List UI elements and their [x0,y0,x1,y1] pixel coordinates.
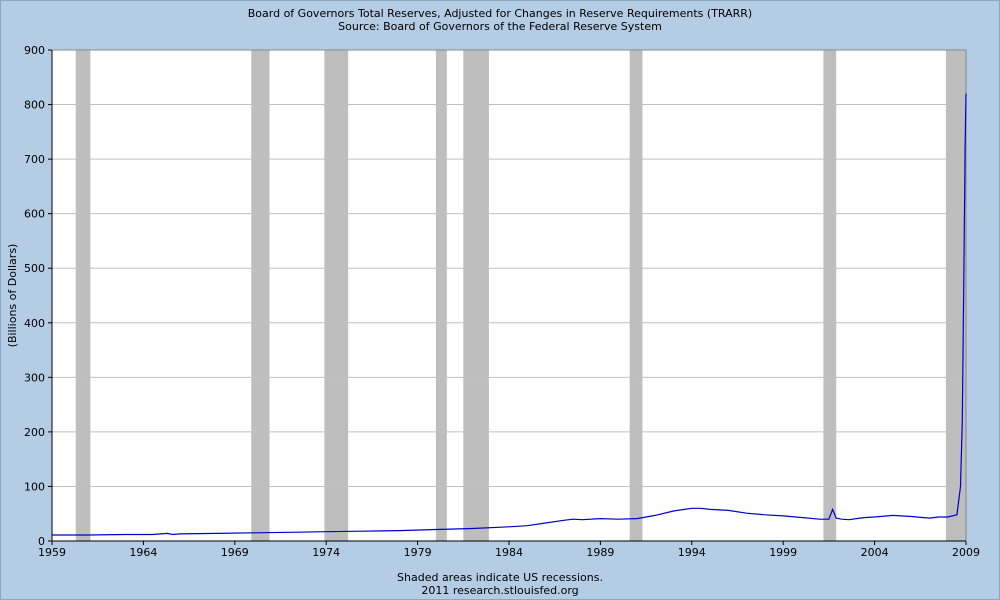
x-tick-label: 1984 [495,546,523,559]
y-tick-label: 200 [24,426,45,439]
y-tick-label: 600 [24,208,45,221]
chart-source: Source: Board of Governors of the Federa… [338,20,662,33]
y-tick-label: 100 [24,480,45,493]
recession-band [75,50,91,541]
x-tick-label: 2009 [952,546,980,559]
x-tick-label: 1994 [678,546,706,559]
credit-line: 2011 research.stlouisfed.org [421,584,579,597]
chart-title: Board of Governors Total Reserves, Adjus… [247,7,753,20]
recession-note: Shaded areas indicate US recessions. [397,571,603,584]
x-tick-label: 1964 [129,546,157,559]
x-tick-label: 1969 [221,546,249,559]
plot-area [52,50,966,541]
x-tick-label: 1979 [404,546,432,559]
y-tick-label: 400 [24,317,45,330]
y-tick-label: 900 [24,44,45,57]
y-axis-label: (Billions of Dollars) [6,244,19,348]
recession-band [629,50,643,541]
x-tick-label: 1959 [38,546,66,559]
y-tick-label: 800 [24,99,45,112]
y-tick-label: 300 [24,371,45,384]
recession-band [251,50,270,541]
x-tick-label: 2004 [861,546,889,559]
x-tick-label: 1999 [769,546,797,559]
recession-band [435,50,447,541]
recession-band [823,50,837,541]
x-tick-label: 1989 [586,546,614,559]
recession-band [463,50,489,541]
x-tick-label: 1974 [312,546,340,559]
y-tick-label: 700 [24,153,45,166]
series-line [52,93,967,536]
y-tick-label: 0 [38,535,45,548]
y-tick-label: 500 [24,262,45,275]
recession-band [945,50,966,541]
recession-band [324,50,349,541]
